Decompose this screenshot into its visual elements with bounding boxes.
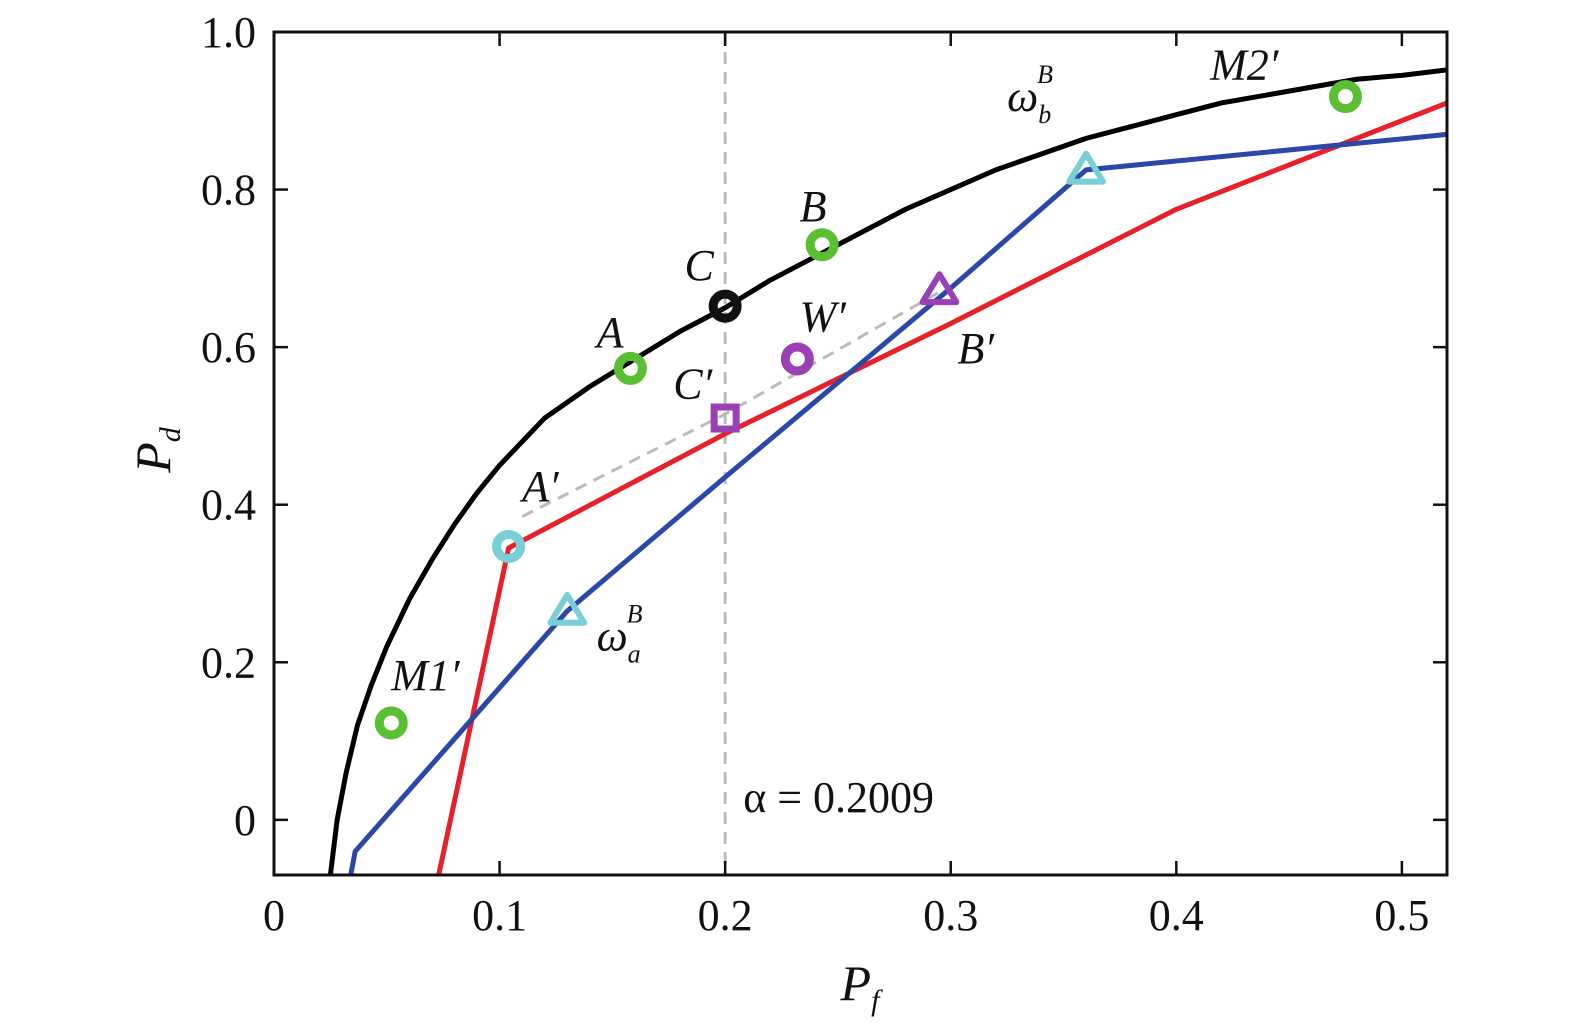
ring-marker bbox=[780, 342, 814, 376]
y-tick-label: 0.2 bbox=[201, 638, 256, 687]
x-tick-label: 0.2 bbox=[698, 891, 753, 940]
point-marker-M1′ bbox=[374, 706, 408, 740]
series-label-sup: B bbox=[1037, 60, 1053, 89]
point-marker-W′ bbox=[780, 342, 814, 376]
axes-frame bbox=[272, 30, 1449, 877]
ring-marker bbox=[374, 706, 408, 740]
x-tick-label: 0 bbox=[263, 891, 285, 940]
x-axis-title-sub: f bbox=[871, 984, 883, 1017]
triangle-marker bbox=[919, 271, 960, 306]
series-line-2 bbox=[348, 131, 1447, 875]
point-marker-C′ bbox=[710, 403, 740, 433]
y-tick-label: 0.4 bbox=[201, 481, 256, 530]
ring-marker bbox=[492, 529, 526, 563]
triangle-marker bbox=[1066, 150, 1106, 185]
point-label-A′: A′ bbox=[519, 462, 560, 511]
point-marker-B′ bbox=[919, 271, 960, 306]
point-marker-M2′ bbox=[1328, 80, 1362, 114]
y-tick-labels: 0 0.2 0.4 0.6 0.8 1.0 bbox=[201, 8, 256, 845]
series-line-0 bbox=[327, 67, 1447, 875]
y-tick-label: 0.6 bbox=[201, 323, 256, 372]
x-tick-label: 0.4 bbox=[1149, 891, 1204, 940]
x-tick-label: 0.1 bbox=[472, 891, 527, 940]
series-group bbox=[327, 67, 1447, 875]
series-label-sup: B bbox=[627, 599, 643, 628]
ring-marker bbox=[1328, 80, 1362, 114]
y-tick-label: 0.8 bbox=[201, 166, 256, 215]
x-axis-title: Pf bbox=[840, 955, 884, 1017]
y-tick-label: 1.0 bbox=[201, 8, 256, 57]
y-axis-title: Pd bbox=[125, 426, 187, 474]
x-axis-title-base: P bbox=[840, 955, 872, 1011]
point-label-A: A bbox=[594, 308, 625, 357]
point-label-C: C bbox=[685, 241, 715, 290]
point-label-B: B bbox=[800, 182, 827, 231]
point-marker-unlabeled-9 bbox=[547, 591, 588, 626]
point-marker-C bbox=[708, 289, 742, 323]
series-label-sub: b bbox=[1038, 100, 1051, 129]
connector-dashed-line bbox=[521, 290, 941, 518]
y-tick-label: 0 bbox=[234, 796, 256, 845]
point-label-W′: W′ bbox=[800, 292, 848, 341]
point-marker-B bbox=[805, 228, 839, 262]
triangle-marker bbox=[547, 591, 588, 626]
x-tick-labels: 0 0.1 0.2 0.3 0.4 0.5 bbox=[263, 891, 1429, 940]
ring-marker bbox=[613, 351, 647, 385]
series-label-base: ω bbox=[1007, 72, 1038, 121]
ring-marker bbox=[805, 228, 839, 262]
alpha-label: α = 0.2009 bbox=[743, 773, 934, 822]
point-marker-A′ bbox=[492, 529, 526, 563]
y-axis-title-base: P bbox=[125, 442, 181, 474]
x-tick-label: 0.3 bbox=[923, 891, 978, 940]
point-label-M2′: M2′ bbox=[1209, 40, 1280, 89]
series-line-1 bbox=[436, 100, 1447, 875]
ring-marker bbox=[708, 289, 742, 323]
series-label-sub: a bbox=[628, 639, 641, 668]
point-label-M1′: M1′ bbox=[390, 651, 461, 700]
point-label-C′: C′ bbox=[673, 359, 713, 408]
series-label-base: ω bbox=[597, 611, 628, 660]
point-marker-unlabeled-10 bbox=[1066, 150, 1106, 185]
y-axis-title-sub: d bbox=[154, 426, 187, 442]
point-label-B′: B′ bbox=[957, 324, 995, 373]
point-marker-A bbox=[613, 351, 647, 385]
series-label-1: ωaB bbox=[597, 599, 643, 668]
x-tick-label: 0.5 bbox=[1374, 891, 1429, 940]
square-marker bbox=[710, 403, 740, 433]
series-label-0: ωbB bbox=[1007, 60, 1053, 129]
